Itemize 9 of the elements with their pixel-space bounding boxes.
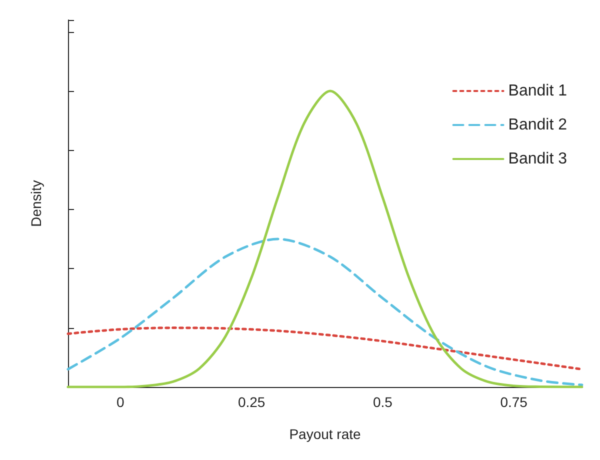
- x-axis-title: Payout rate: [289, 426, 362, 442]
- x-tick-label: 0.25: [238, 394, 266, 410]
- x-tick-label: 0.5: [372, 394, 393, 410]
- legend-label: Bandit 1: [508, 82, 568, 100]
- x-tick-label: 0: [116, 394, 125, 410]
- x-tick-label: 0.75: [500, 394, 528, 410]
- y-axis-title: Density: [28, 180, 44, 227]
- legend-label: Bandit 2: [508, 116, 568, 134]
- legend-label: Bandit 3: [508, 150, 568, 168]
